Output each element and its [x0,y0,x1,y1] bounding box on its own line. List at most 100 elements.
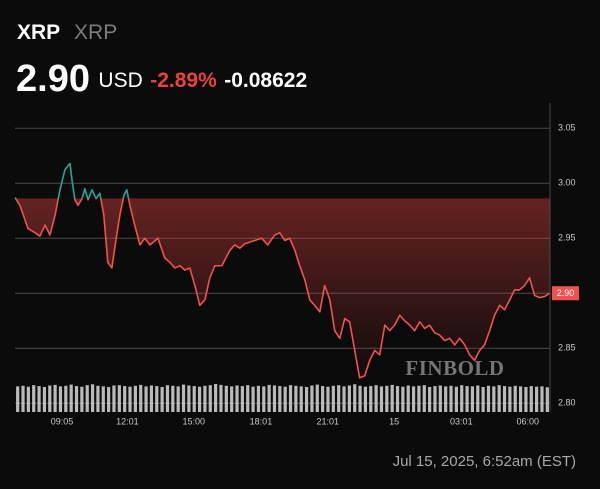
volume-bar [497,385,501,412]
volume-bar [529,386,533,412]
volume-bar [128,386,132,412]
volume-bar [422,385,426,412]
volume-bar [358,385,362,412]
price-line [14,162,550,379]
volume-bar [256,385,261,412]
last-price-label: 2.90 [557,288,575,298]
volume-bar [107,386,111,412]
symbol: XRP [17,21,60,44]
volume-bar [363,386,368,412]
volume-bar [197,386,202,412]
volume-bar [251,386,255,412]
volume-bar [283,386,287,412]
volume-bar [304,386,309,412]
volume-bar [411,386,416,412]
volume-bar [449,385,453,412]
volume-bar [219,384,223,412]
volume-bar [42,386,47,412]
volume-bar [80,386,84,412]
x-tick-label: 18:01 [250,416,273,426]
volume-bar [58,386,63,412]
volume-bar [133,385,137,412]
volume-bar [74,386,79,412]
volume-bar [417,385,421,412]
x-tick-label: 12:01 [116,416,139,426]
volume-bar [353,384,357,412]
volume-bar [288,385,293,412]
volume-bar [535,386,539,412]
volume-bar [165,385,170,412]
volume-bar [101,386,105,412]
x-tick-label: 03:01 [450,416,473,426]
volume-bar [294,385,298,412]
volume-bar [406,385,410,412]
volume-bar [246,385,250,412]
volume-bar [486,385,491,412]
volume-bar [139,384,143,412]
volume-bar [379,386,384,412]
volume-bar [171,385,175,412]
volume-bar [144,386,148,412]
volume-bar [460,385,464,412]
volume-bar [85,385,89,412]
volume-bar [203,385,207,412]
volume-bar [181,384,186,412]
asset-name: XRP [74,21,117,44]
volume-bar [326,386,330,412]
timestamp: Jul 15, 2025, 6:52am (EST) [393,453,576,470]
volume-bar [401,386,405,412]
y-tick-label: 2.85 [558,343,576,353]
volume-bar [32,385,36,412]
header-line: XRP XRP [17,21,117,44]
volume-bar [433,386,437,412]
volume-bar [374,385,378,412]
volume-bar [53,384,57,412]
volume-bar [123,386,127,412]
volume-bar [508,386,512,412]
x-tick-label: 09:05 [51,416,74,426]
volume-bar [502,386,507,412]
volume-bar [176,386,180,412]
volume-bar [160,386,164,412]
volume-bar [240,386,244,412]
volume-bar [524,386,528,412]
volume-bar [513,385,517,412]
volume-bar [117,385,121,412]
x-tick-label: 15:00 [183,416,206,426]
price-line: 2.90 USD -2.89% -0.08622 [16,58,307,100]
volume-bar [428,386,432,412]
volume-bar [299,386,303,412]
plot: 2.80 2.85 2.90 2.95 3.00 3.05 09:05 12:01 15:00 1… [14,103,579,426]
volume-bar [208,385,212,412]
volume-bar [48,385,52,412]
volume-bars [16,384,549,412]
y-tick-label: 2.95 [558,233,576,243]
volume-bar [235,385,239,412]
volume-bar [465,386,469,412]
volume-bar [310,385,314,412]
volume-bar [342,386,346,412]
volume-bar [267,384,271,412]
volume-bar [37,386,41,412]
change: -0.08622 [224,69,307,92]
volume-bar [272,385,277,412]
volume-bar [385,385,389,412]
volume-bar [192,386,196,412]
volume-bar [481,386,485,412]
volume-bar [444,386,448,412]
volume-bar [315,384,319,412]
volume-bar [230,386,234,412]
volume-bar [112,385,116,412]
volume-bar [545,387,549,412]
volume-bar [90,384,95,412]
volume-bar [69,384,73,412]
volume-bar [518,386,523,412]
volume-bar [214,384,218,412]
volume-bar [454,386,458,412]
volume-bar [16,386,20,412]
y-tick-label: 3.00 [558,178,576,188]
volume-bar [262,386,266,412]
volume-bar [476,385,480,412]
y-tick-label: 3.05 [558,123,576,133]
